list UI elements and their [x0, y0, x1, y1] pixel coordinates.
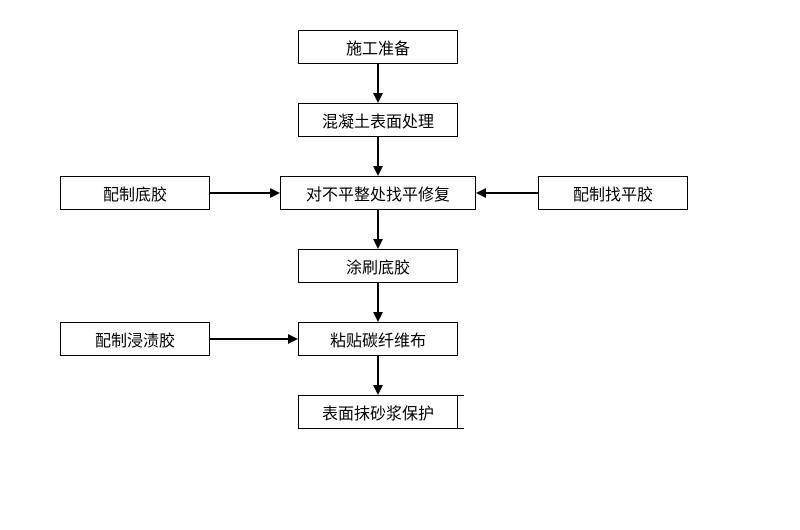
edge-line: [377, 210, 379, 240]
edge-line: [210, 192, 271, 194]
arrow-right-icon: [270, 188, 280, 198]
node-prepare-dip-glue: 配制浸渍胶: [60, 322, 210, 356]
node-label: 粘贴碳纤维布: [330, 327, 426, 351]
edge-line: [377, 283, 379, 313]
arrow-down-icon: [373, 239, 383, 249]
arrow-down-icon: [373, 166, 383, 176]
node-mortar-protection: 表面抹砂浆保护: [298, 395, 458, 429]
node-concrete-surface: 混凝土表面处理: [298, 103, 458, 137]
tick-mark: [458, 395, 464, 396]
arrow-down-icon: [373, 93, 383, 103]
arrow-left-icon: [476, 188, 486, 198]
arrow-down-icon: [373, 385, 383, 395]
node-label: 配制底胶: [103, 181, 167, 205]
node-label: 配制找平胶: [573, 181, 653, 205]
arrow-down-icon: [373, 312, 383, 322]
node-label: 混凝土表面处理: [322, 108, 434, 132]
arrow-right-icon: [288, 334, 298, 344]
edge-line: [377, 64, 379, 94]
edge-line: [210, 338, 289, 340]
tick-mark: [458, 428, 464, 429]
edge-line: [377, 137, 379, 167]
node-brush-primer: 涂刷底胶: [298, 249, 458, 283]
node-paste-carbon-fiber: 粘贴碳纤维布: [298, 322, 458, 356]
node-label: 表面抹砂浆保护: [322, 400, 434, 424]
node-prepare-primer-glue: 配制底胶: [60, 176, 210, 210]
node-prepare-leveling-glue: 配制找平胶: [538, 176, 688, 210]
node-label: 涂刷底胶: [346, 254, 410, 278]
node-label: 配制浸渍胶: [95, 327, 175, 351]
edge-line: [485, 192, 538, 194]
node-leveling-repair: 对不平整处找平修复: [280, 176, 476, 210]
node-label: 施工准备: [346, 35, 410, 59]
edge-line: [377, 356, 379, 386]
node-label: 对不平整处找平修复: [306, 181, 450, 205]
node-preparation: 施工准备: [298, 30, 458, 64]
